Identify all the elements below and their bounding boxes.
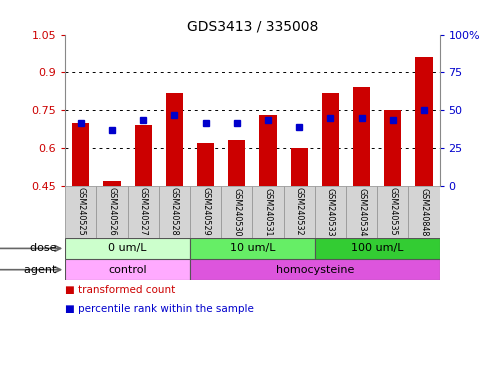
Text: ■ percentile rank within the sample: ■ percentile rank within the sample	[65, 304, 254, 314]
Bar	[228, 141, 245, 186]
Text: 100 um/L: 100 um/L	[351, 243, 403, 253]
Text: GSM240848: GSM240848	[419, 188, 428, 236]
Bar	[259, 115, 277, 186]
Bar	[353, 88, 370, 186]
Bar	[284, 186, 315, 238]
Text: control: control	[108, 265, 147, 275]
Bar	[128, 186, 159, 238]
Bar	[415, 57, 432, 186]
Text: GSM240534: GSM240534	[357, 187, 366, 236]
Text: ■ transformed count: ■ transformed count	[65, 285, 175, 295]
Bar	[190, 186, 221, 238]
Bar	[190, 259, 440, 280]
Bar	[65, 238, 190, 259]
Text: GSM240532: GSM240532	[295, 187, 304, 236]
Bar	[315, 238, 440, 259]
Text: GSM240526: GSM240526	[108, 187, 116, 236]
Text: 0 um/L: 0 um/L	[108, 243, 147, 253]
Text: GSM240531: GSM240531	[263, 187, 272, 236]
Bar	[65, 186, 97, 238]
Text: GSM240530: GSM240530	[232, 187, 242, 236]
Bar	[190, 238, 315, 259]
Bar	[291, 148, 308, 186]
Title: GDS3413 / 335008: GDS3413 / 335008	[187, 20, 318, 33]
Bar	[103, 181, 121, 186]
Bar	[97, 186, 128, 238]
Text: GSM240525: GSM240525	[76, 187, 85, 236]
Bar	[384, 110, 401, 186]
Text: agent: agent	[25, 265, 60, 275]
Bar	[253, 186, 284, 238]
Text: 10 um/L: 10 um/L	[229, 243, 275, 253]
Bar	[221, 186, 253, 238]
Text: GSM240529: GSM240529	[201, 187, 210, 236]
Text: GSM240535: GSM240535	[388, 187, 397, 236]
Text: GSM240528: GSM240528	[170, 187, 179, 236]
Text: homocysteine: homocysteine	[276, 265, 354, 275]
Text: dose: dose	[30, 243, 60, 253]
Bar	[322, 93, 339, 186]
Bar	[197, 143, 214, 186]
Bar	[346, 186, 377, 238]
Bar	[315, 186, 346, 238]
Bar	[377, 186, 408, 238]
Bar	[65, 259, 190, 280]
Bar	[135, 125, 152, 186]
Bar	[408, 186, 440, 238]
Text: GSM240527: GSM240527	[139, 187, 148, 236]
Bar	[72, 123, 89, 186]
Bar	[159, 186, 190, 238]
Text: GSM240533: GSM240533	[326, 187, 335, 236]
Bar	[166, 93, 183, 186]
